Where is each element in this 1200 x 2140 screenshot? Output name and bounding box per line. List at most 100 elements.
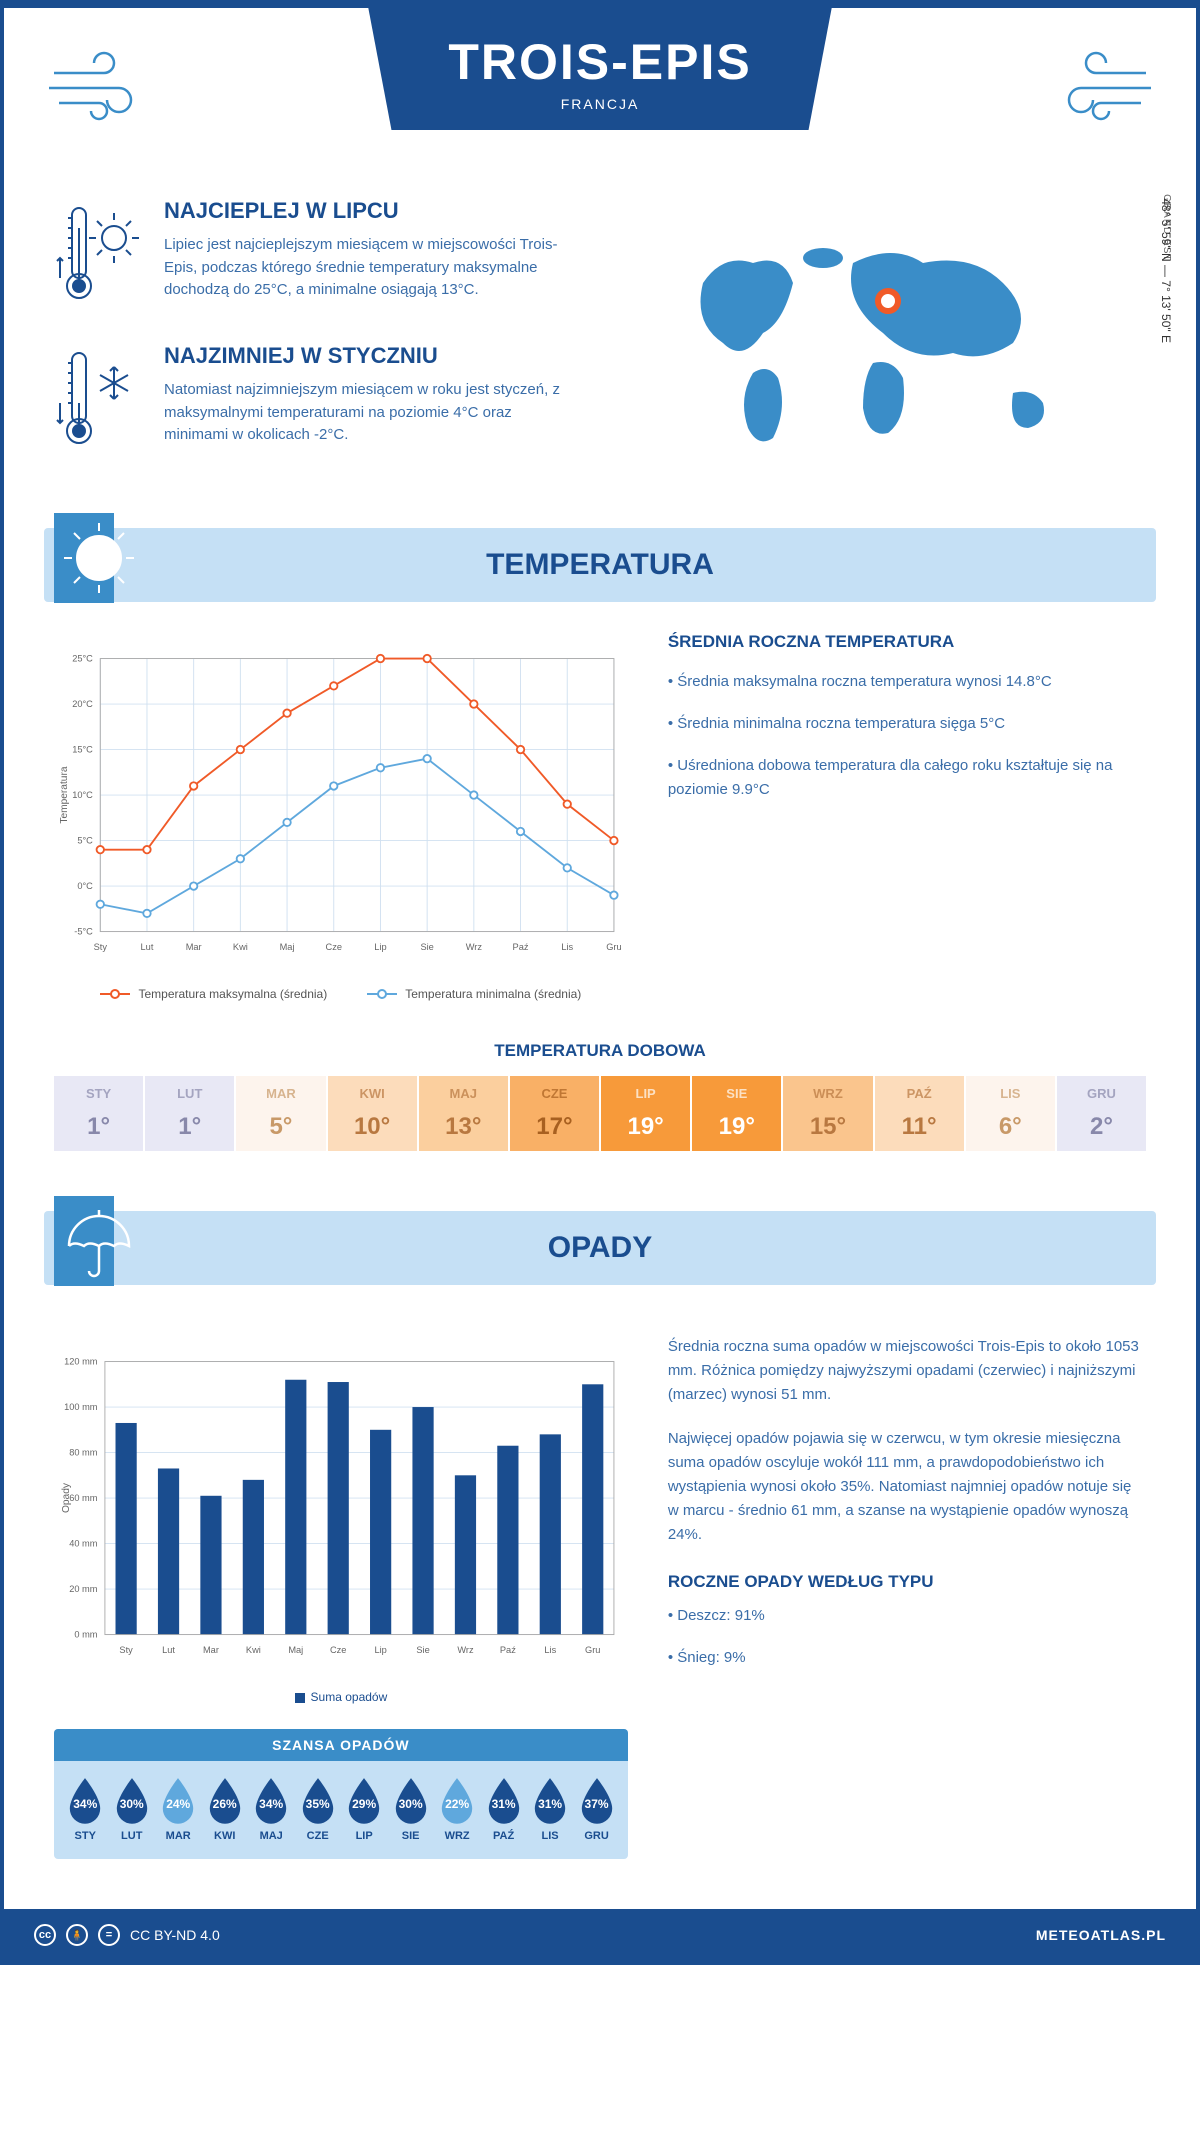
chance-drop: 34%MAJ [250, 1776, 292, 1842]
svg-text:Maj: Maj [288, 1645, 303, 1655]
license-label: CC BY-ND 4.0 [130, 1927, 220, 1943]
svg-text:0 mm: 0 mm [74, 1629, 97, 1639]
svg-text:Maj: Maj [280, 942, 295, 952]
chance-drop: 26%KWI [203, 1776, 245, 1842]
svg-text:Kwi: Kwi [246, 1645, 261, 1655]
wind-icon [44, 48, 154, 133]
svg-text:25°C: 25°C [72, 653, 93, 663]
svg-text:Temperatura: Temperatura [59, 766, 70, 823]
svg-text:Opady: Opady [61, 1482, 72, 1513]
daily-temp-cell: WRZ15° [783, 1076, 874, 1151]
site-label: METEOATLAS.PL [1036, 1927, 1166, 1943]
precip-header: OPADY [44, 1211, 1156, 1285]
intro-section: NAJCIEPLEJ W LIPCU Lipiec jest najcieple… [4, 178, 1196, 528]
precip-type-heading: ROCZNE OPADY WEDŁUG TYPU [668, 1572, 1146, 1592]
svg-text:Mar: Mar [203, 1645, 219, 1655]
svg-text:Gru: Gru [606, 942, 621, 952]
avg-temp-heading: ŚREDNIA ROCZNA TEMPERATURA [668, 632, 1146, 652]
warmest-heading: NAJCIEPLEJ W LIPCU [164, 198, 580, 224]
svg-text:15°C: 15°C [72, 744, 93, 754]
svg-text:Lip: Lip [374, 942, 386, 952]
svg-text:Cze: Cze [326, 942, 342, 952]
thermometer-snow-icon [54, 343, 144, 458]
chance-box: SZANSA OPADÓW 34%STY30%LUT24%MAR26%KWI34… [54, 1729, 628, 1859]
cc-icon: cc [34, 1924, 56, 1946]
svg-text:40 mm: 40 mm [69, 1538, 98, 1548]
temperature-header: TEMPERATURA [44, 528, 1156, 602]
svg-text:60 mm: 60 mm [69, 1493, 98, 1503]
daily-temp-cell: LIS6° [966, 1076, 1057, 1151]
umbrella-icon [54, 1196, 144, 1294]
header: TROIS-EPIS FRANCJA [4, 8, 1196, 178]
coldest-heading: NAJZIMNIEJ W STYCZNIU [164, 343, 580, 369]
footer: cc 🧍 = CC BY-ND 4.0 METEOATLAS.PL [4, 1909, 1196, 1961]
daily-temp-cell: STY1° [54, 1076, 145, 1151]
coldest-block: NAJZIMNIEJ W STYCZNIU Natomiast najzimni… [54, 343, 580, 458]
svg-text:Paź: Paź [513, 942, 529, 952]
daily-temp-table: STY1°LUT1°MAR5°KWI10°MAJ13°CZE17°LIP19°S… [54, 1076, 1146, 1151]
chance-drop: 24%MAR [157, 1776, 199, 1842]
svg-text:80 mm: 80 mm [69, 1447, 98, 1457]
svg-text:20 mm: 20 mm [69, 1584, 98, 1594]
country-label: FRANCJA [448, 96, 751, 112]
svg-text:Lip: Lip [374, 1645, 386, 1655]
coordinates: 48° 5' 59" N — 7° 13' 50" E [1159, 198, 1173, 343]
avg-temp-bullets: • Średnia maksymalna roczna temperatura … [668, 670, 1146, 802]
svg-text:Paź: Paź [500, 1645, 516, 1655]
chance-drop: 35%CZE [296, 1776, 338, 1842]
daily-temp-cell: SIE19° [692, 1076, 783, 1151]
chance-drop: 29%LIP [343, 1776, 385, 1842]
svg-text:5°C: 5°C [77, 835, 93, 845]
svg-text:Gru: Gru [585, 1645, 600, 1655]
svg-text:-5°C: -5°C [74, 926, 93, 936]
svg-text:Lis: Lis [544, 1645, 556, 1655]
precip-description: Średnia roczna suma opadów w miejscowośc… [668, 1335, 1146, 1547]
temperature-legend: Temperatura maksymalna (średnia)Temperat… [54, 987, 628, 1001]
svg-text:100 mm: 100 mm [64, 1402, 98, 1412]
chance-drop: 30%SIE [389, 1776, 431, 1842]
daily-temp-cell: CZE17° [510, 1076, 601, 1151]
temperature-line-chart: -5°C 0°C 5°C 10°C 15°C 20°C 25°C Sty Lut Mar Kwi Ma… [54, 632, 628, 972]
precip-bar-chart: 0 mm 20 mm 40 mm 60 mm 80 mm 100 mm 120 mm Sty L… [54, 1335, 628, 1675]
chance-drop: 31%LIS [529, 1776, 571, 1842]
nd-icon: = [98, 1924, 120, 1946]
chance-drop: 31%PAŹ [482, 1776, 524, 1842]
daily-temp-cell: GRU2° [1057, 1076, 1146, 1151]
svg-text:Mar: Mar [186, 942, 202, 952]
svg-text:Sie: Sie [416, 1645, 429, 1655]
svg-text:Wrz: Wrz [457, 1645, 474, 1655]
daily-temp-cell: MAJ13° [419, 1076, 510, 1151]
sun-icon [54, 513, 144, 611]
daily-temp-cell: MAR5° [236, 1076, 327, 1151]
precip-type-bullets: • Deszcz: 91%• Śnieg: 9% [668, 1604, 1146, 1670]
thermometer-sun-icon [54, 198, 144, 313]
daily-temp-cell: PAŹ11° [875, 1076, 966, 1151]
svg-text:Sty: Sty [119, 1645, 133, 1655]
coldest-text: Natomiast najzimniejszym miesiącem w rok… [164, 379, 580, 447]
svg-text:Sie: Sie [420, 942, 433, 952]
svg-text:Lis: Lis [561, 942, 573, 952]
svg-text:Cze: Cze [330, 1645, 346, 1655]
svg-text:Sty: Sty [94, 942, 108, 952]
svg-text:Lut: Lut [162, 1645, 175, 1655]
chance-drop: 34%STY [64, 1776, 106, 1842]
svg-text:10°C: 10°C [72, 790, 93, 800]
svg-text:120 mm: 120 mm [64, 1356, 98, 1366]
svg-text:Kwi: Kwi [233, 942, 248, 952]
by-icon: 🧍 [66, 1924, 88, 1946]
chance-drop: 22%WRZ [436, 1776, 478, 1842]
svg-text:Wrz: Wrz [466, 942, 483, 952]
svg-text:0°C: 0°C [77, 881, 93, 891]
warmest-text: Lipiec jest najcieplejszym miesiącem w m… [164, 234, 580, 302]
chance-header: SZANSA OPADÓW [54, 1729, 628, 1761]
world-map-icon [673, 223, 1093, 463]
page-title: TROIS-EPIS [448, 33, 751, 91]
wind-icon [1046, 48, 1156, 133]
daily-temp-cell: LUT1° [145, 1076, 236, 1151]
svg-text:Lut: Lut [141, 942, 154, 952]
daily-temp-cell: LIP19° [601, 1076, 692, 1151]
warmest-block: NAJCIEPLEJ W LIPCU Lipiec jest najcieple… [54, 198, 580, 313]
daily-temp-cell: KWI10° [328, 1076, 419, 1151]
svg-text:20°C: 20°C [72, 699, 93, 709]
chance-drop: 30%LUT [110, 1776, 152, 1842]
